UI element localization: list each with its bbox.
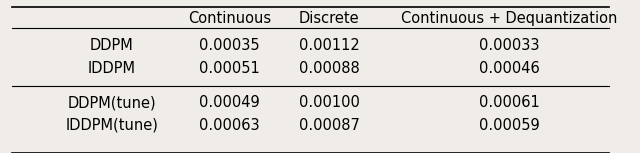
Text: 0.00061: 0.00061: [479, 95, 540, 110]
Text: DDPM(tune): DDPM(tune): [67, 95, 156, 110]
Text: 0.00112: 0.00112: [299, 38, 360, 53]
Text: Discrete: Discrete: [299, 11, 360, 26]
Text: 0.00046: 0.00046: [479, 61, 540, 76]
Text: 0.00063: 0.00063: [200, 118, 260, 133]
Text: 0.00087: 0.00087: [299, 118, 360, 133]
Text: 0.00035: 0.00035: [200, 38, 260, 53]
Text: 0.00049: 0.00049: [200, 95, 260, 110]
Text: Continuous + Dequantization: Continuous + Dequantization: [401, 11, 618, 26]
Text: DDPM: DDPM: [90, 38, 134, 53]
Text: 0.00088: 0.00088: [299, 61, 360, 76]
Text: IDDPM: IDDPM: [88, 61, 136, 76]
Text: 0.00100: 0.00100: [299, 95, 360, 110]
Text: 0.00059: 0.00059: [479, 118, 540, 133]
Text: 0.00033: 0.00033: [479, 38, 540, 53]
Text: IDDPM(tune): IDDPM(tune): [65, 118, 158, 133]
Text: 0.00051: 0.00051: [200, 61, 260, 76]
Text: Continuous: Continuous: [188, 11, 271, 26]
